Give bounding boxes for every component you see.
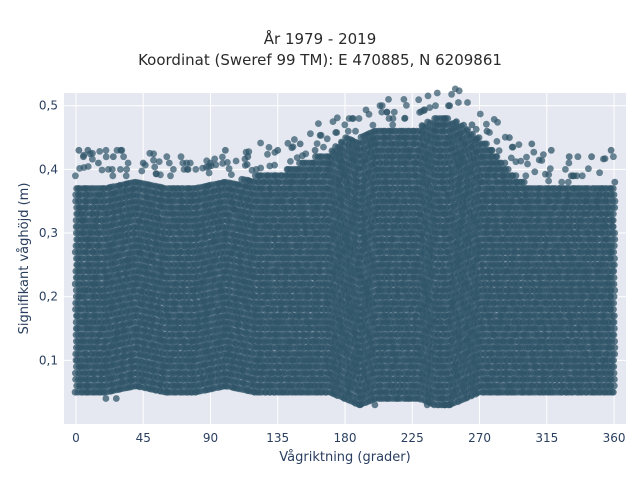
data-point (265, 144, 273, 151)
data-point (108, 166, 116, 173)
data-point (349, 115, 357, 122)
data-point (167, 172, 174, 180)
data-point (89, 155, 96, 163)
data-point (192, 166, 200, 173)
data-point (84, 163, 92, 170)
data-point (72, 172, 79, 180)
data-point (102, 153, 110, 161)
data-point (205, 169, 213, 177)
data-point (96, 148, 104, 155)
data-point (155, 158, 163, 166)
data-point (315, 120, 322, 127)
data-point (232, 157, 240, 165)
data-point (151, 163, 159, 171)
data-point (317, 131, 325, 139)
data-point (320, 143, 327, 151)
data-point (289, 143, 297, 151)
data-point (186, 159, 194, 167)
data-point (243, 161, 251, 168)
data-point (102, 146, 110, 154)
data-point (271, 161, 278, 169)
data-point (257, 139, 264, 147)
data-point (228, 171, 235, 179)
data-point (344, 127, 352, 135)
data-point (123, 166, 131, 173)
chart-subtitle: Koordinat (Sweref 99 TM): E 470885, N 62… (138, 51, 502, 69)
data-point (150, 150, 158, 158)
data-point (138, 167, 146, 175)
data-point (369, 121, 377, 129)
data-point (212, 161, 220, 169)
data-point (122, 172, 130, 180)
data-point (120, 153, 127, 161)
data-point (177, 153, 185, 161)
data-point (219, 153, 226, 161)
data-point (333, 114, 341, 122)
data-point (117, 166, 124, 173)
data-point (323, 135, 331, 143)
data-point (224, 159, 231, 166)
data-point (287, 158, 294, 165)
data-point (355, 115, 363, 122)
data-point (352, 127, 359, 135)
data-point (109, 172, 117, 180)
data-point (332, 129, 340, 136)
data-point (378, 102, 386, 110)
data-point (225, 165, 233, 173)
data-point (163, 153, 171, 161)
data-point (313, 140, 321, 148)
data-point (165, 159, 173, 167)
data-point (307, 130, 314, 138)
data-point (98, 166, 106, 174)
data-point (257, 164, 265, 172)
data-point (170, 166, 177, 173)
data-point (124, 159, 132, 167)
data-point (264, 150, 271, 158)
data-point (150, 156, 157, 164)
data-point (211, 155, 219, 163)
scatter-points (71, 85, 619, 409)
data-point (291, 136, 298, 143)
chart-title: År 1979 - 2019 (263, 30, 377, 48)
data-point (365, 110, 373, 118)
data-point (157, 171, 164, 179)
data-point (341, 121, 349, 129)
data-point (302, 150, 310, 158)
